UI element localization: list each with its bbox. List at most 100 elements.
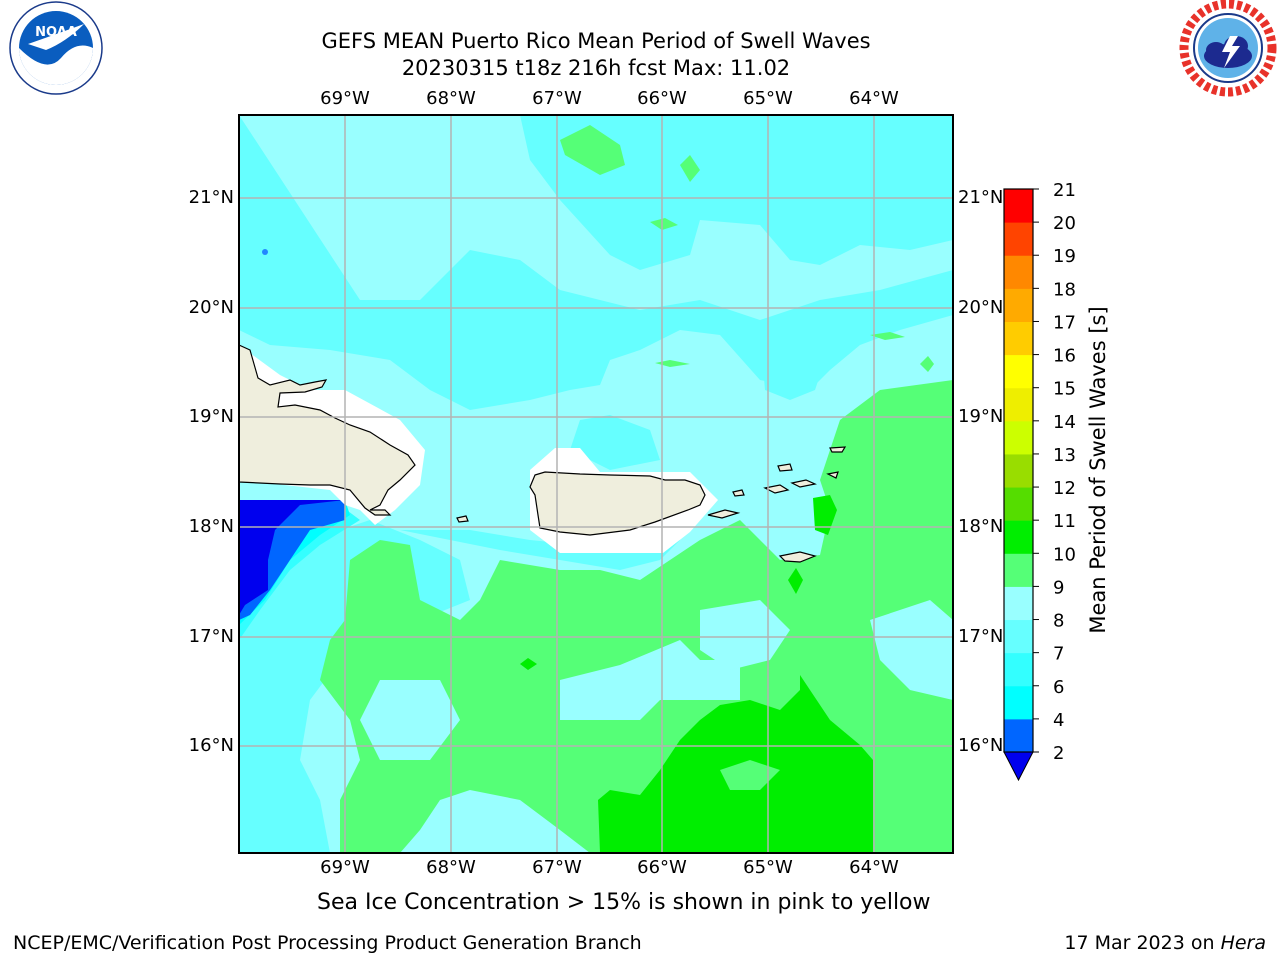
svg-text:NOAA: NOAA xyxy=(35,25,77,40)
field-9-10-north-4 xyxy=(655,360,690,367)
colorbar-tick-label: 16 xyxy=(1053,346,1076,367)
colorbar-segment xyxy=(1004,553,1033,587)
colorbar-segment xyxy=(1004,718,1033,753)
lon-label-bottom: 64°W xyxy=(849,857,899,878)
lon-label-top: 66°W xyxy=(637,88,687,109)
colorbar-tick-label: 18 xyxy=(1053,279,1076,300)
lat-label-left: 16°N xyxy=(188,735,234,756)
colorbar-frame xyxy=(1003,188,1034,753)
field-9-10-north-6 xyxy=(920,356,934,372)
land-hispaniola xyxy=(239,344,416,516)
field-10-11-small-1 xyxy=(788,568,803,594)
footer-date: 17 Mar 2023 on Hera xyxy=(1064,932,1266,954)
lat-label-right: 19°N xyxy=(958,406,1004,427)
colorbar-segment xyxy=(1004,685,1033,720)
colorbar-segment xyxy=(1004,354,1033,389)
swell-period-field xyxy=(239,115,953,853)
sea-ice-note: Sea Ice Concentration > 15% is shown in … xyxy=(317,890,931,915)
nws-logo xyxy=(1179,0,1277,97)
field-9-10-north-3 xyxy=(650,218,678,230)
lat-label-left: 20°N xyxy=(188,297,234,318)
field-8-9-hole-3 xyxy=(870,600,953,700)
colorbar-tick-label: 12 xyxy=(1053,478,1076,499)
colorbar-tick-label: 10 xyxy=(1053,544,1076,565)
colorbar-segment xyxy=(1004,222,1033,256)
colorbar-extend xyxy=(1003,751,1034,782)
field-10-11-small-2 xyxy=(520,658,537,670)
footer-branch: NCEP/EMC/Verification Post Processing Pr… xyxy=(13,932,642,954)
lat-label-left: 19°N xyxy=(188,406,234,427)
colorbar-segment xyxy=(1004,487,1033,521)
lon-label-bottom: 65°W xyxy=(743,857,793,878)
land-mona xyxy=(456,515,469,523)
field-7-8-east xyxy=(760,330,830,400)
colorbar-tick-label: 21 xyxy=(1053,180,1076,201)
land-st-croix xyxy=(778,551,817,563)
lat-label-right: 21°N xyxy=(958,187,1004,208)
colorbar-tick-label: 8 xyxy=(1053,611,1064,632)
field-7-8-pocket xyxy=(570,415,660,470)
graticule xyxy=(239,115,953,853)
colorbar-segment xyxy=(1004,652,1033,687)
colorbar-tick-label: 11 xyxy=(1053,511,1076,532)
field-10-11-south xyxy=(598,675,873,853)
lat-label-left: 21°N xyxy=(188,187,234,208)
lon-label-bottom: 66°W xyxy=(637,857,687,878)
field-below-2 xyxy=(239,500,345,615)
colorbar-tick-label: 14 xyxy=(1053,412,1076,433)
lon-label-top: 64°W xyxy=(849,88,899,109)
colorbar-segment xyxy=(1004,189,1033,223)
lat-label-left: 18°N xyxy=(188,516,234,537)
lat-label-right: 17°N xyxy=(958,626,1004,647)
field-9-10-north-2 xyxy=(680,155,700,182)
colorbar-tick-label: 17 xyxy=(1053,312,1076,333)
land-anegada xyxy=(777,463,793,472)
lon-label-bottom: 68°W xyxy=(426,857,476,878)
map-frame xyxy=(238,114,954,854)
colorbar-segment xyxy=(1004,520,1033,554)
colorbar-tick-label: 9 xyxy=(1053,577,1064,598)
colorbar-tick-label: 20 xyxy=(1053,213,1076,234)
title-line-2: 20230315 t18z 216h fcst Max: 11.02 xyxy=(401,56,791,80)
colorbar-segment xyxy=(1004,619,1033,654)
colorbar-tick-label: 6 xyxy=(1053,677,1064,698)
lat-label-left: 17°N xyxy=(188,626,234,647)
field-9-10-hole-south xyxy=(720,760,780,790)
field-9-10-north-1 xyxy=(560,125,625,175)
colorbar-tick-label: 19 xyxy=(1053,246,1076,267)
colorbar-tick-label: 4 xyxy=(1053,710,1064,731)
lat-label-right: 18°N xyxy=(958,516,1004,537)
field-dot xyxy=(262,249,268,255)
colorbar: 2 4 6 7 8 9 10 11 12 13 14 15 16 17 18 19 20 21 xyxy=(1003,180,1076,782)
colorbar-segment xyxy=(1004,288,1033,322)
field-7-8-south xyxy=(400,530,680,570)
noaa-logo: NOAA xyxy=(9,1,103,95)
land-st-john xyxy=(763,484,790,494)
lat-label-right: 20°N xyxy=(958,297,1004,318)
footer-date-text: 17 Mar 2023 on xyxy=(1064,932,1221,954)
colorbar-segment xyxy=(1004,586,1033,621)
title-line-1: GEFS MEAN Puerto Rico Mean Period of Swe… xyxy=(321,29,871,53)
land-sombrero xyxy=(829,446,847,453)
colorbar-tick-label: 15 xyxy=(1053,379,1076,400)
colorbar-segment xyxy=(1004,387,1033,422)
land-anguilla xyxy=(826,471,839,479)
colorbar-segment xyxy=(1004,453,1033,488)
colorbar-segment xyxy=(1004,420,1033,455)
field-8-9-hole-1 xyxy=(560,640,740,720)
field-10-11-east xyxy=(813,495,837,535)
colorbar-segment xyxy=(1004,321,1033,356)
lon-label-bottom: 69°W xyxy=(320,857,370,878)
lon-label-top: 67°W xyxy=(532,88,582,109)
colorbar-tick-label: 2 xyxy=(1053,743,1064,764)
lon-label-bottom: 67°W xyxy=(532,857,582,878)
lat-label-right: 16°N xyxy=(958,735,1004,756)
field-9-10-north-5 xyxy=(870,332,905,340)
land-tortola xyxy=(790,479,817,488)
field-8-9-hole-4 xyxy=(360,680,460,760)
lon-label-top: 68°W xyxy=(426,88,476,109)
lon-label-top: 65°W xyxy=(743,88,793,109)
land-st-thomas xyxy=(732,489,745,497)
colorbar-tick-label: 13 xyxy=(1053,445,1076,466)
